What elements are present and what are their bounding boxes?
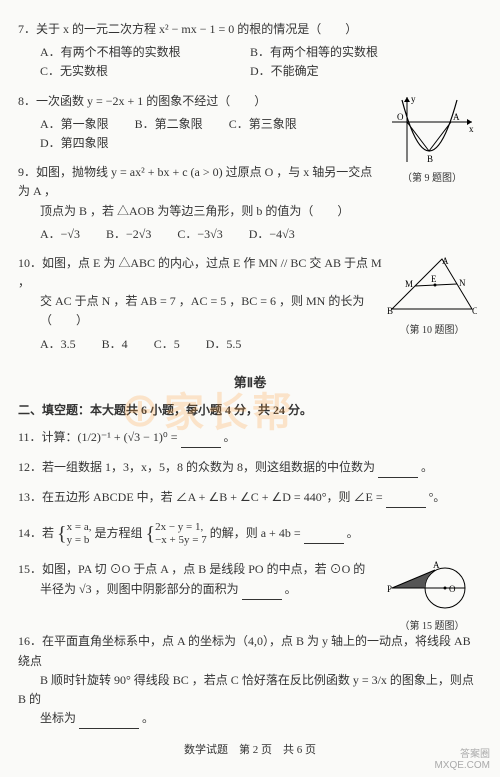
svg-text:B: B <box>427 154 433 164</box>
q7-choice-d: D．不能确定 <box>250 62 450 81</box>
q8-choice-a: A．第一象限 <box>40 115 109 134</box>
q12-period: 。 <box>421 460 433 474</box>
svg-text:A: A <box>442 256 449 266</box>
q9-choice-d: D．−4√3 <box>249 225 295 244</box>
q13-blank <box>386 488 426 508</box>
q10-choice-c: C．5 <box>154 335 180 354</box>
q10-choice-a: A．3.5 <box>40 335 76 354</box>
q7-text: 7．关于 x 的一元二次方程 x² − mx − 1 = 0 的根的情况是（ ） <box>18 22 357 36</box>
q9-caption: （第 9 题图） <box>402 173 462 184</box>
q14-sys2b: −x + 5y = 7 <box>155 534 207 546</box>
q12-blank <box>378 458 418 478</box>
q15-figure: P A O <box>387 560 477 615</box>
svg-text:M: M <box>405 279 413 289</box>
q15-text: 15．如图，PA 切 ⊙O 于点 A ，点 B 是线段 PO 的中点，若 ⊙O … <box>18 562 365 576</box>
q15-blank <box>242 580 282 600</box>
question-7: 7．关于 x 的一元二次方程 x² − mx − 1 = 0 的根的情况是（ ）… <box>18 20 482 82</box>
q15-text2: 半径为 √3 ，则图中阴影部分的面积为 <box>40 582 242 596</box>
svg-text:y: y <box>411 94 416 104</box>
q12-text: 12．若一组数据 1，3，x，5，8 的众数为 8，则这组数据的中位数为 <box>18 460 378 474</box>
svg-text:N: N <box>459 278 466 288</box>
q14-tail: 的解，则 a + 4b = <box>210 526 304 540</box>
svg-text:x: x <box>469 124 474 134</box>
question-13: 13．在五边形 ABCDE 中，若 ∠A + ∠B + ∠C + ∠D = 44… <box>18 488 482 508</box>
q16-text2: B 顺时针旋转 90° 得线段 BC ，若点 C 恰好落在反比例函数 y = 3… <box>18 673 474 706</box>
svg-text:B: B <box>387 306 393 316</box>
question-15: 15．如图，PA 切 ⊙O 于点 A ，点 B 是线段 PO 的中点，若 ⊙O … <box>18 560 382 599</box>
corner-watermark: 答案圈 MXQE.COM <box>434 745 490 771</box>
q16-text: 16．在平面直角坐标系中，点 A 的坐标为（4,0），点 B 为 y 轴上的一动… <box>18 634 471 667</box>
q16-blank <box>79 709 139 729</box>
q7-choice-b: B．有两个相等的实数根 <box>250 43 450 62</box>
q14-period: 。 <box>347 526 359 540</box>
q8-choice-b: B．第二象限 <box>135 115 203 134</box>
svg-text:P: P <box>387 584 392 594</box>
q14-text: 14．若 <box>18 526 57 540</box>
svg-text:C: C <box>472 306 477 316</box>
svg-text:E: E <box>431 274 437 284</box>
q14-sys2a: 2x − y = 1, <box>155 521 203 533</box>
q16-text3: 坐标为 <box>40 711 79 725</box>
q10-text3: （ ） <box>40 313 88 327</box>
q11-blank <box>181 428 221 448</box>
q10-caption: （第 10 题图） <box>400 325 465 336</box>
q10-figure: A B C M N E <box>387 254 477 319</box>
question-11: 11．计算：(1/2)⁻¹ + (√3 − 1)⁰ = 。 <box>18 428 482 448</box>
q9-figure: y x O A B <box>387 92 477 167</box>
q16-period: 。 <box>142 711 154 725</box>
q9-text: 9．如图，抛物线 y = ax² + bx + c (a > 0) 过原点 O … <box>18 165 372 198</box>
q13-text: 13．在五边形 ABCDE 中，若 ∠A + ∠B + ∠C + ∠D = 44… <box>18 490 386 504</box>
q14-sys1a: x = a, <box>67 521 92 533</box>
q7-choice-a: A．有两个不相等的实数根 <box>40 43 240 62</box>
q14-mid: 是方程组 <box>94 526 145 540</box>
question-16: 16．在平面直角坐标系中，点 A 的坐标为（4,0），点 B 为 y 轴上的一动… <box>18 632 482 729</box>
q8-choice-d: D．第四象限 <box>40 134 109 153</box>
q9-text2: 顶点为 B ，若 △AOB 为等边三角形，则 b 的值为（ ） <box>40 204 349 218</box>
q13-unit: °。 <box>429 490 446 504</box>
q10-choice-d: D．5.5 <box>206 335 242 354</box>
q15-caption: （第 15 题图） <box>400 621 465 632</box>
section-2-head: 二、填空题：本大题共 6 小题，每小题 4 分，共 24 分。 <box>18 401 482 418</box>
svg-text:A: A <box>433 560 440 570</box>
q11-period: 。 <box>224 430 236 444</box>
svg-text:O: O <box>449 584 456 594</box>
q15-period: 。 <box>285 582 297 596</box>
q14-sys1b: y = b <box>67 534 90 546</box>
q9-choice-c: C．−3√3 <box>177 225 222 244</box>
question-14: 14．若 { x = a, y = b 是方程组 { 2x − y = 1, −… <box>18 518 482 550</box>
svg-text:O: O <box>397 112 404 122</box>
q8-choice-c: C．第三象限 <box>229 115 297 134</box>
q8-text: 8．一次函数 y = −2x + 1 的图象不经过（ ） <box>18 94 266 108</box>
part-2-title: 第Ⅱ卷 <box>18 372 482 391</box>
q10-text2: 交 AC 于点 N ，若 AB = 7 ，AC = 5 ，BC = 6 ，则 M… <box>40 294 364 308</box>
page-footer: 数学试题 第 2 页 共 6 页 <box>18 741 482 757</box>
q7-choice-c: C．无实数根 <box>40 62 240 81</box>
q9-choice-a: A．−√3 <box>40 225 80 244</box>
q10-text: 10．如图，点 E 为 △ABC 的内心，过点 E 作 MN // BC 交 A… <box>18 256 382 289</box>
q9-choice-b: B．−2√3 <box>106 225 151 244</box>
q14-blank <box>304 524 344 544</box>
q11-text: 11．计算：(1/2)⁻¹ + (√3 − 1)⁰ = <box>18 430 181 444</box>
svg-text:A: A <box>453 112 460 122</box>
question-9: 9．如图，抛物线 y = ax² + bx + c (a > 0) 过原点 O … <box>18 163 382 244</box>
question-10: 10．如图，点 E 为 △ABC 的内心，过点 E 作 MN // BC 交 A… <box>18 254 382 354</box>
question-8: 8．一次函数 y = −2x + 1 的图象不经过（ ） A．第一象限 B．第二… <box>18 92 382 154</box>
question-12: 12．若一组数据 1，3，x，5，8 的众数为 8，则这组数据的中位数为 。 <box>18 458 482 478</box>
q10-choice-b: B．4 <box>102 335 128 354</box>
